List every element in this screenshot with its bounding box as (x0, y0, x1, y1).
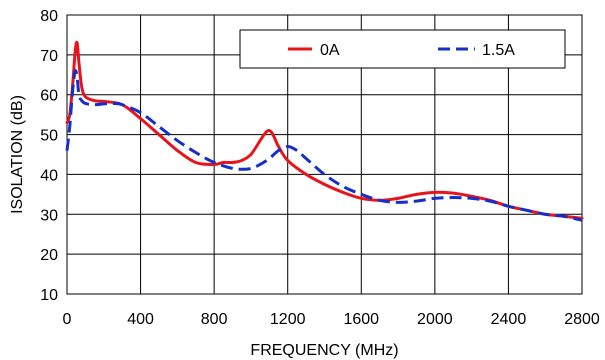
series-line-1-5a (65, 69, 583, 222)
y-tick-label: 40 (40, 167, 58, 184)
x-tick-label: 1200 (270, 311, 306, 328)
x-tick-labels: 0 400 800 1200 1600 2000 2400 2800 (63, 311, 600, 328)
legend-label-0a: 0A (320, 42, 340, 59)
x-tick-label: 2800 (564, 311, 600, 328)
y-tick-labels: 10 20 30 40 50 60 70 80 (40, 8, 58, 304)
series-layer (65, 40, 584, 222)
legend: 0A 1.5A (239, 29, 566, 69)
y-tick-label: 80 (40, 8, 58, 25)
x-tick-label: 800 (201, 311, 228, 328)
series-line-0a (65, 40, 584, 220)
y-tick-label: 70 (40, 48, 58, 65)
y-tick-label: 20 (40, 247, 58, 264)
legend-label-1-5a: 1.5A (482, 42, 515, 59)
y-tick-label: 10 (40, 287, 58, 304)
y-tick-label: 30 (40, 207, 58, 224)
y-axis-title: ISOLATION (dB) (9, 95, 26, 214)
x-tick-label: 400 (127, 311, 154, 328)
x-tick-label: 1600 (343, 311, 379, 328)
y-tick-label: 50 (40, 128, 58, 145)
x-tick-label: 0 (63, 311, 72, 328)
plot-frame (66, 14, 583, 295)
x-tick-label: 2400 (491, 311, 527, 328)
x-tick-label: 2000 (417, 311, 453, 328)
x-axis-title: FREQUENCY (MHz) (250, 342, 398, 359)
y-tick-label: 60 (40, 88, 58, 105)
